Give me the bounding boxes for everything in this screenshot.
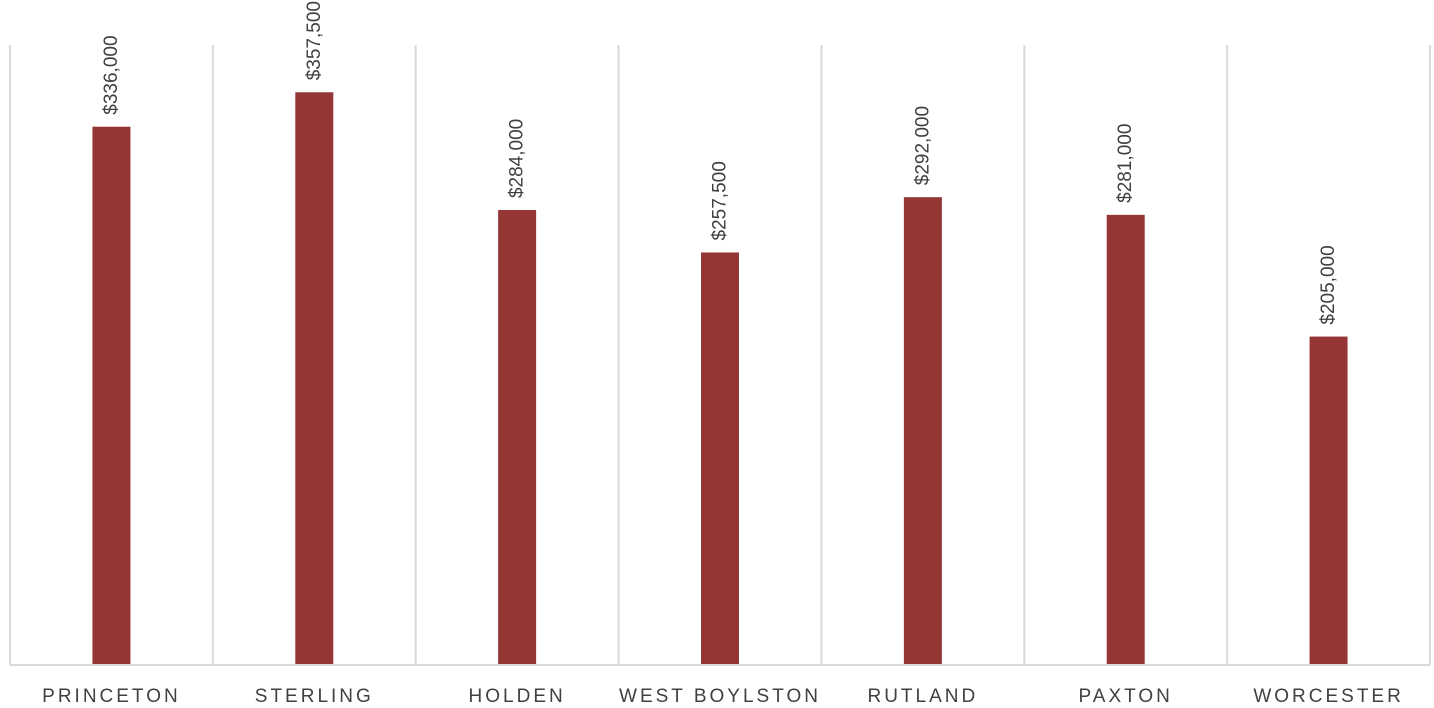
category-label-princeton: PRINCETON xyxy=(42,686,181,707)
data-label-holden: $284,000 xyxy=(507,119,528,198)
category-label-rutland: RUTLAND xyxy=(867,686,978,707)
data-label-rutland: $292,000 xyxy=(912,106,933,185)
data-label-paxton: $281,000 xyxy=(1115,124,1136,203)
category-label-worcester: WORCESTER xyxy=(1253,686,1404,707)
bar-paxton xyxy=(1106,214,1145,665)
bar-west-boylston xyxy=(701,252,739,665)
data-label-worcester: $205,000 xyxy=(1318,245,1339,324)
bars-group xyxy=(92,92,1348,665)
bar-holden xyxy=(498,210,537,665)
data-labels-group: $336,000 $357,500 $284,000 $257,500 $292,000… xyxy=(101,1,1339,325)
category-label-paxton: PAXTON xyxy=(1079,686,1173,707)
category-label-sterling: STERLING xyxy=(255,686,374,707)
data-label-princeton: $336,000 xyxy=(101,35,122,114)
category-label-west-boylston: WEST BOYLSTON xyxy=(619,686,821,707)
bar-worcester xyxy=(1309,336,1348,665)
category-dividers xyxy=(9,45,1431,665)
category-labels-group: PRINCETON STERLING HOLDEN WEST BOYLSTON RUTL… xyxy=(42,686,1404,707)
data-label-sterling: $357,500 xyxy=(304,1,325,80)
bar-princeton xyxy=(92,126,131,665)
bar-rutland xyxy=(903,197,942,665)
bar-sterling xyxy=(295,92,334,665)
data-label-west-boylston: $257,500 xyxy=(710,161,731,240)
category-label-holden: HOLDEN xyxy=(469,686,566,707)
